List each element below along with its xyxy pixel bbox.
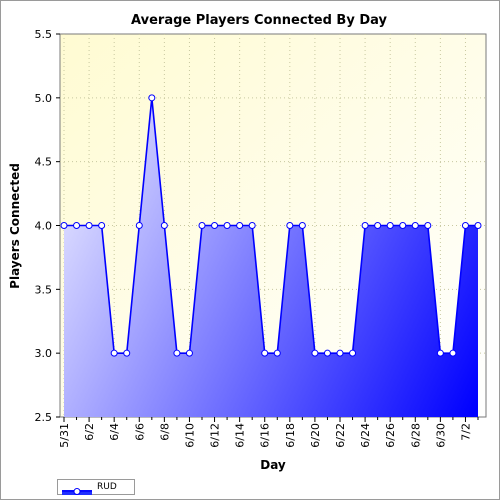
data-point <box>123 349 131 357</box>
data-point <box>173 349 181 357</box>
x-tick-label: 5/31 <box>58 423 71 448</box>
x-tick-label: 6/14 <box>234 423 247 448</box>
data-point <box>349 349 357 357</box>
x-tick-label: 6/2 <box>83 423 96 441</box>
series-line-rud <box>64 97 478 354</box>
data-point <box>474 222 482 229</box>
y-tick-label: 3.0 <box>35 347 53 360</box>
x-tick-label: 6/28 <box>409 423 422 448</box>
data-point <box>286 222 294 229</box>
y-tick-label: 5.0 <box>35 92 53 105</box>
data-point <box>449 349 457 357</box>
y-axis-title: Players Connected <box>8 163 22 289</box>
y-axis-ticks: 2.5 3.0 3.5 4.0 4.5 5.0 5.5 <box>35 28 60 424</box>
data-point <box>223 222 231 229</box>
x-axis-ticks: 5/31 6/2 6/4 6/6 6/8 6/10 6/12 6/14 6/16 6/18 6/20… <box>58 417 479 448</box>
data-point <box>160 222 168 229</box>
data-point <box>298 222 306 229</box>
x-tick-label: 6/16 <box>259 423 272 448</box>
x-tick-label: 6/18 <box>284 423 297 448</box>
y-tick-label: 4.5 <box>35 156 53 169</box>
data-point <box>85 222 93 229</box>
data-points <box>60 94 482 357</box>
data-point <box>211 222 219 229</box>
data-point <box>386 222 394 229</box>
x-tick-label: 6/24 <box>359 423 372 448</box>
data-point <box>411 222 419 229</box>
data-point <box>336 349 344 357</box>
data-point <box>399 222 407 229</box>
x-tick-label: 7/2 <box>459 423 472 441</box>
data-point <box>236 222 244 229</box>
data-point <box>311 349 319 357</box>
x-tick-label: 6/26 <box>384 423 397 448</box>
data-point <box>261 349 269 357</box>
series-area-rud <box>64 97 478 417</box>
data-point <box>436 349 444 357</box>
data-point <box>248 222 256 229</box>
data-point <box>374 222 382 229</box>
data-point <box>98 222 106 229</box>
x-tick-label: 6/10 <box>183 423 196 448</box>
data-point <box>148 94 156 102</box>
data-point <box>273 349 281 357</box>
legend: RUD <box>57 479 135 495</box>
data-point <box>110 349 118 357</box>
x-tick-label: 6/12 <box>209 423 222 448</box>
y-tick-label: 2.5 <box>35 411 53 424</box>
x-tick-label: 6/6 <box>133 423 146 441</box>
x-tick-label: 6/20 <box>309 423 322 448</box>
data-point <box>461 222 469 229</box>
data-point <box>135 222 143 229</box>
x-tick-label: 6/22 <box>334 423 347 448</box>
x-axis-title: Day <box>260 458 286 472</box>
x-tick-label: 6/4 <box>108 423 121 441</box>
x-tick-label: 6/30 <box>434 423 447 448</box>
data-point <box>323 349 331 357</box>
legend-label-rud: RUD <box>97 482 117 492</box>
data-point <box>73 222 81 229</box>
x-tick-label: 6/8 <box>158 423 171 441</box>
y-tick-label: 3.5 <box>35 283 53 296</box>
data-point <box>361 222 369 229</box>
data-point <box>198 222 206 229</box>
chart-title: Average Players Connected By Day <box>131 13 387 28</box>
y-tick-label: 5.5 <box>35 28 53 41</box>
data-point <box>424 222 432 229</box>
legend-swatch-rud <box>62 482 92 495</box>
data-point <box>185 349 193 357</box>
y-tick-label: 4.0 <box>35 220 53 233</box>
legend-marker-icon <box>62 488 92 495</box>
data-point <box>60 222 68 229</box>
